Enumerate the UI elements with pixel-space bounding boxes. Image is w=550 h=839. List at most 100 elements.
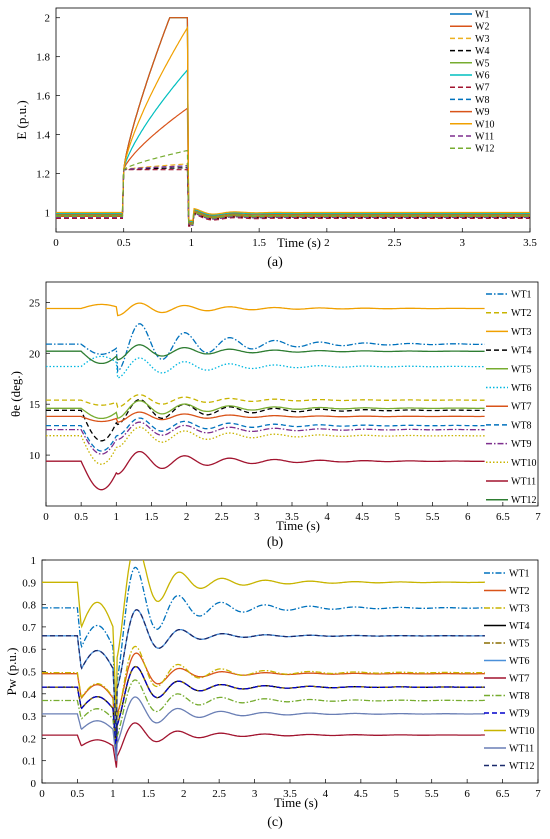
legend-label-w8: W8 bbox=[475, 95, 489, 106]
x-tick-label: 6 bbox=[464, 788, 470, 800]
legend-label-w4: W4 bbox=[475, 46, 489, 57]
series-line-wt4 bbox=[42, 665, 485, 753]
legend-label-wt9: WT9 bbox=[509, 709, 530, 720]
x-tick-label: 3 bbox=[254, 511, 260, 523]
y-tick-label: 0.8 bbox=[22, 600, 36, 612]
x-tick-label: 2 bbox=[324, 237, 330, 249]
series-line-w9 bbox=[56, 17, 530, 225]
series-line-wt2 bbox=[46, 394, 485, 408]
x-tick-label: 4.5 bbox=[355, 511, 369, 523]
x-tick-label: 5 bbox=[394, 788, 400, 800]
x-tick-label: 3.5 bbox=[283, 788, 297, 800]
legend-label-wt1: WT1 bbox=[511, 290, 532, 301]
series-line-wt5 bbox=[46, 400, 485, 420]
series-line-wt3 bbox=[46, 302, 485, 317]
x-tick-label: 6.5 bbox=[496, 788, 510, 800]
y-tick-label: 20 bbox=[29, 348, 41, 360]
y-tick-label: 0.1 bbox=[22, 756, 36, 768]
panel-caption: (a) bbox=[267, 255, 283, 270]
x-tick-label: 2.5 bbox=[215, 511, 229, 523]
y-tick-label: 1.4 bbox=[36, 130, 50, 142]
y-tick-label: 0.4 bbox=[22, 689, 36, 701]
x-tick-label: 5 bbox=[395, 511, 401, 523]
y-axis-label: Pw (p.u.) bbox=[4, 647, 19, 695]
y-tick-label: 1.8 bbox=[36, 52, 50, 64]
y-tick-label: 1 bbox=[45, 208, 51, 220]
legend-label-wt2: WT2 bbox=[509, 586, 530, 597]
x-tick-label: 4.5 bbox=[354, 788, 368, 800]
legend-label-wt12: WT12 bbox=[509, 761, 535, 772]
x-tick-label: 1.5 bbox=[145, 511, 159, 523]
series-line-wt1 bbox=[46, 323, 485, 373]
x-tick-label: 3.5 bbox=[523, 237, 537, 249]
x-tick-label: 1 bbox=[110, 788, 116, 800]
y-tick-label: 0.9 bbox=[22, 577, 36, 589]
x-tick-label: 3.5 bbox=[285, 511, 299, 523]
series-line-w10 bbox=[56, 25, 530, 221]
y-axis-label: E (p.u.) bbox=[14, 100, 29, 139]
legend-label-wt8: WT8 bbox=[511, 420, 532, 431]
series-line-w1 bbox=[56, 17, 530, 225]
series-line-w5 bbox=[56, 17, 530, 224]
legend-label-wt2: WT2 bbox=[511, 308, 532, 319]
legend-label-w5: W5 bbox=[475, 58, 489, 69]
series-line-wt12 bbox=[42, 609, 485, 736]
x-tick-label: 0 bbox=[43, 511, 49, 523]
y-tick-label: 0.6 bbox=[22, 644, 36, 656]
legend-label-wt6: WT6 bbox=[509, 656, 530, 667]
x-tick-label: 0.5 bbox=[117, 237, 131, 249]
series-line-wt4 bbox=[46, 398, 485, 442]
series-line-wt12 bbox=[46, 344, 485, 365]
series-line-wt9 bbox=[42, 665, 485, 753]
series-line-wt7 bbox=[42, 722, 485, 768]
x-tick-label: 5.5 bbox=[426, 511, 440, 523]
y-tick-label: 2 bbox=[45, 13, 51, 25]
x-tick-label: 2 bbox=[184, 511, 190, 523]
legend-label-wt7: WT7 bbox=[511, 402, 532, 413]
legend-label-wt1: WT1 bbox=[509, 569, 530, 580]
series-line-w11 bbox=[56, 165, 530, 226]
x-tick-label: 1.5 bbox=[252, 237, 266, 249]
legend-label-wt9: WT9 bbox=[511, 439, 532, 450]
legend-label-w2: W2 bbox=[475, 22, 489, 33]
x-tick-label: 1 bbox=[189, 237, 195, 249]
legend-label-w12: W12 bbox=[475, 144, 494, 155]
series-line-wt11 bbox=[46, 450, 485, 491]
series-line-wt8 bbox=[46, 417, 485, 452]
y-tick-label: 1 bbox=[31, 555, 37, 567]
legend-label-w10: W10 bbox=[475, 119, 494, 130]
y-tick-label: 0 bbox=[31, 778, 37, 790]
x-axis-label: Time (s) bbox=[274, 795, 318, 810]
legend-label-wt3: WT3 bbox=[511, 327, 532, 338]
series-line-wt10 bbox=[42, 560, 485, 719]
panel-caption: (c) bbox=[267, 815, 283, 830]
x-tick-label: 7 bbox=[535, 511, 541, 523]
legend-label-wt8: WT8 bbox=[509, 691, 530, 702]
legend-label-w7: W7 bbox=[475, 83, 489, 94]
legend-label-w6: W6 bbox=[475, 71, 489, 82]
x-tick-label: 2.5 bbox=[212, 788, 226, 800]
legend-label-wt6: WT6 bbox=[511, 383, 532, 394]
x-tick-label: 4 bbox=[324, 511, 330, 523]
legend-label-wt7: WT7 bbox=[509, 674, 530, 685]
y-tick-label: 15 bbox=[29, 399, 41, 411]
x-axis-label: Time (s) bbox=[277, 235, 321, 250]
plot-frame bbox=[55, 7, 531, 233]
series-line-w12 bbox=[56, 149, 530, 225]
series-line-wt9 bbox=[46, 421, 485, 455]
y-tick-label: 0.2 bbox=[22, 733, 36, 745]
series-line-w6 bbox=[56, 68, 530, 222]
legend-label-wt10: WT10 bbox=[509, 726, 535, 737]
x-tick-label: 0.5 bbox=[74, 511, 88, 523]
panel-caption: (b) bbox=[267, 535, 284, 550]
x-tick-label: 7 bbox=[535, 788, 541, 800]
legend-label-w11: W11 bbox=[475, 132, 494, 143]
x-tick-label: 1 bbox=[114, 511, 120, 523]
series-line-wt6 bbox=[46, 355, 485, 379]
legend-label-wt4: WT4 bbox=[509, 621, 530, 632]
x-tick-label: 3 bbox=[252, 788, 258, 800]
legend-label-wt5: WT5 bbox=[509, 639, 530, 650]
chart-panel-2: 0 0.5 1 1.5 2 2.5 3 3.5 4 4.5 5 5.5 6 6.5 7 10 15 20 25 Tim… bbox=[8, 281, 541, 550]
x-axis-label: Time (s) bbox=[276, 518, 320, 533]
